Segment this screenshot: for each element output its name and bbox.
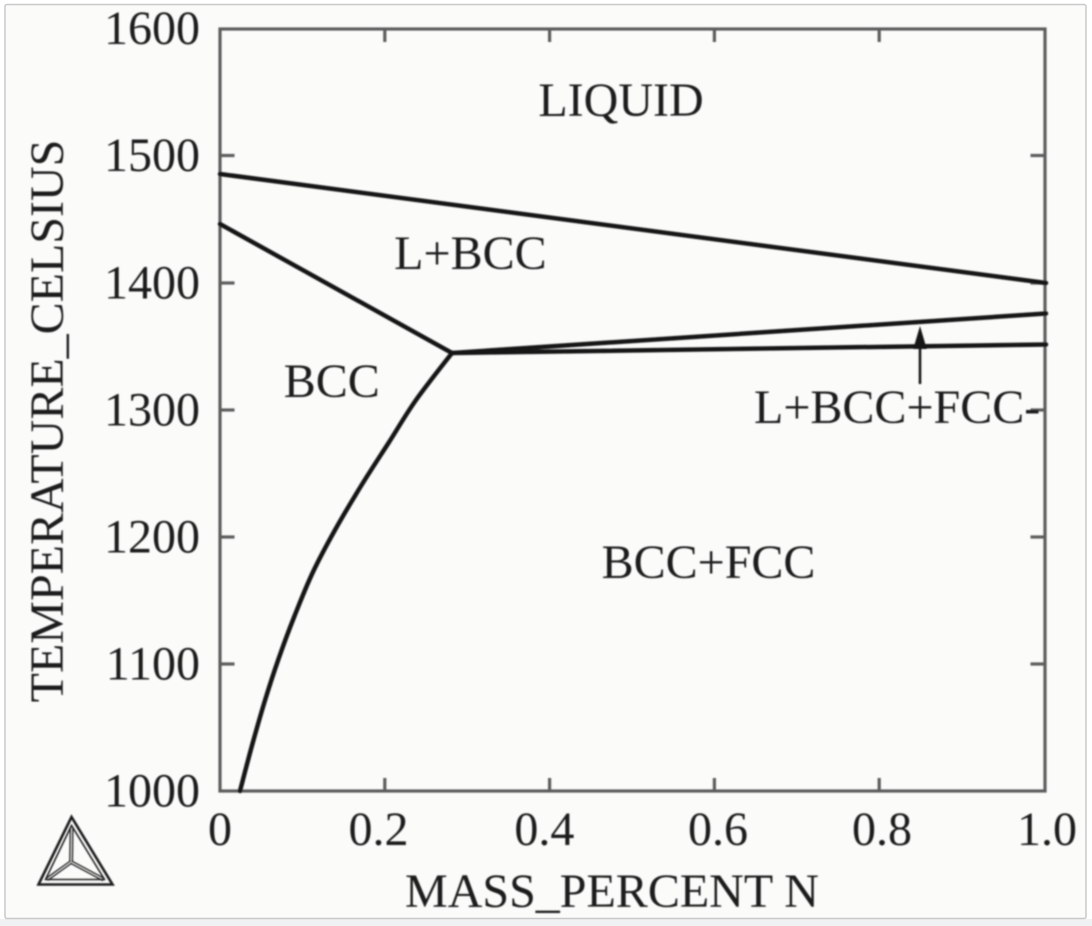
svg-text:0: 0 [208, 803, 232, 856]
svg-text:1000: 1000 [104, 765, 200, 818]
svg-text:0.6: 0.6 [688, 803, 748, 856]
svg-text:1300: 1300 [104, 384, 200, 437]
svg-text:1200: 1200 [104, 511, 200, 564]
svg-text:1100: 1100 [106, 638, 200, 691]
svg-text:MASS_PERCENT N: MASS_PERCENT N [405, 865, 819, 918]
svg-text:1.0: 1.0 [1017, 803, 1077, 856]
svg-text:L+BCC+FCC-: L+BCC+FCC- [754, 381, 1040, 434]
svg-text:0.4: 0.4 [514, 803, 574, 856]
svg-text:TEMPERATURE_CELSIUS: TEMPERATURE_CELSIUS [21, 140, 74, 703]
svg-text:0.8: 0.8 [852, 803, 912, 856]
svg-text:LIQUID: LIQUID [538, 74, 703, 127]
svg-text:1500: 1500 [104, 129, 200, 182]
svg-text:0.2: 0.2 [349, 803, 409, 856]
svg-text:1400: 1400 [104, 257, 200, 310]
svg-text:BCC: BCC [284, 355, 380, 408]
svg-text:L+BCC: L+BCC [394, 227, 546, 280]
svg-text:1600: 1600 [104, 2, 200, 55]
svg-text:BCC+FCC: BCC+FCC [602, 536, 816, 589]
